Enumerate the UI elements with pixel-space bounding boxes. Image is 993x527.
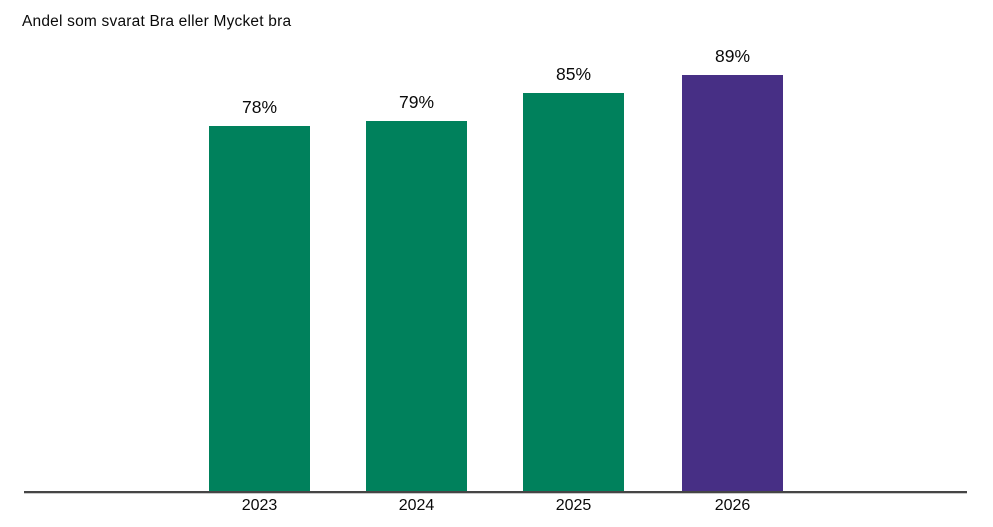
chart-title: Andel som svarat Bra eller Mycket bra: [22, 13, 292, 30]
bar-2026: [682, 74, 783, 491]
x-tick-2024: 2024: [398, 497, 435, 514]
value-label-2023: 78%: [241, 97, 278, 117]
x-tick-2026: 2026: [714, 497, 751, 514]
x-axis-line: [24, 491, 967, 494]
value-label-2025: 85%: [555, 64, 592, 85]
x-tick-2025: 2025: [555, 497, 592, 514]
bar-2023: [209, 126, 310, 491]
value-label-2026: 89%: [714, 45, 751, 66]
bar-2025: [523, 93, 624, 491]
x-tick-2023: 2023: [241, 497, 278, 514]
value-label-2024: 79%: [398, 92, 435, 113]
bar-2024: [366, 121, 467, 491]
